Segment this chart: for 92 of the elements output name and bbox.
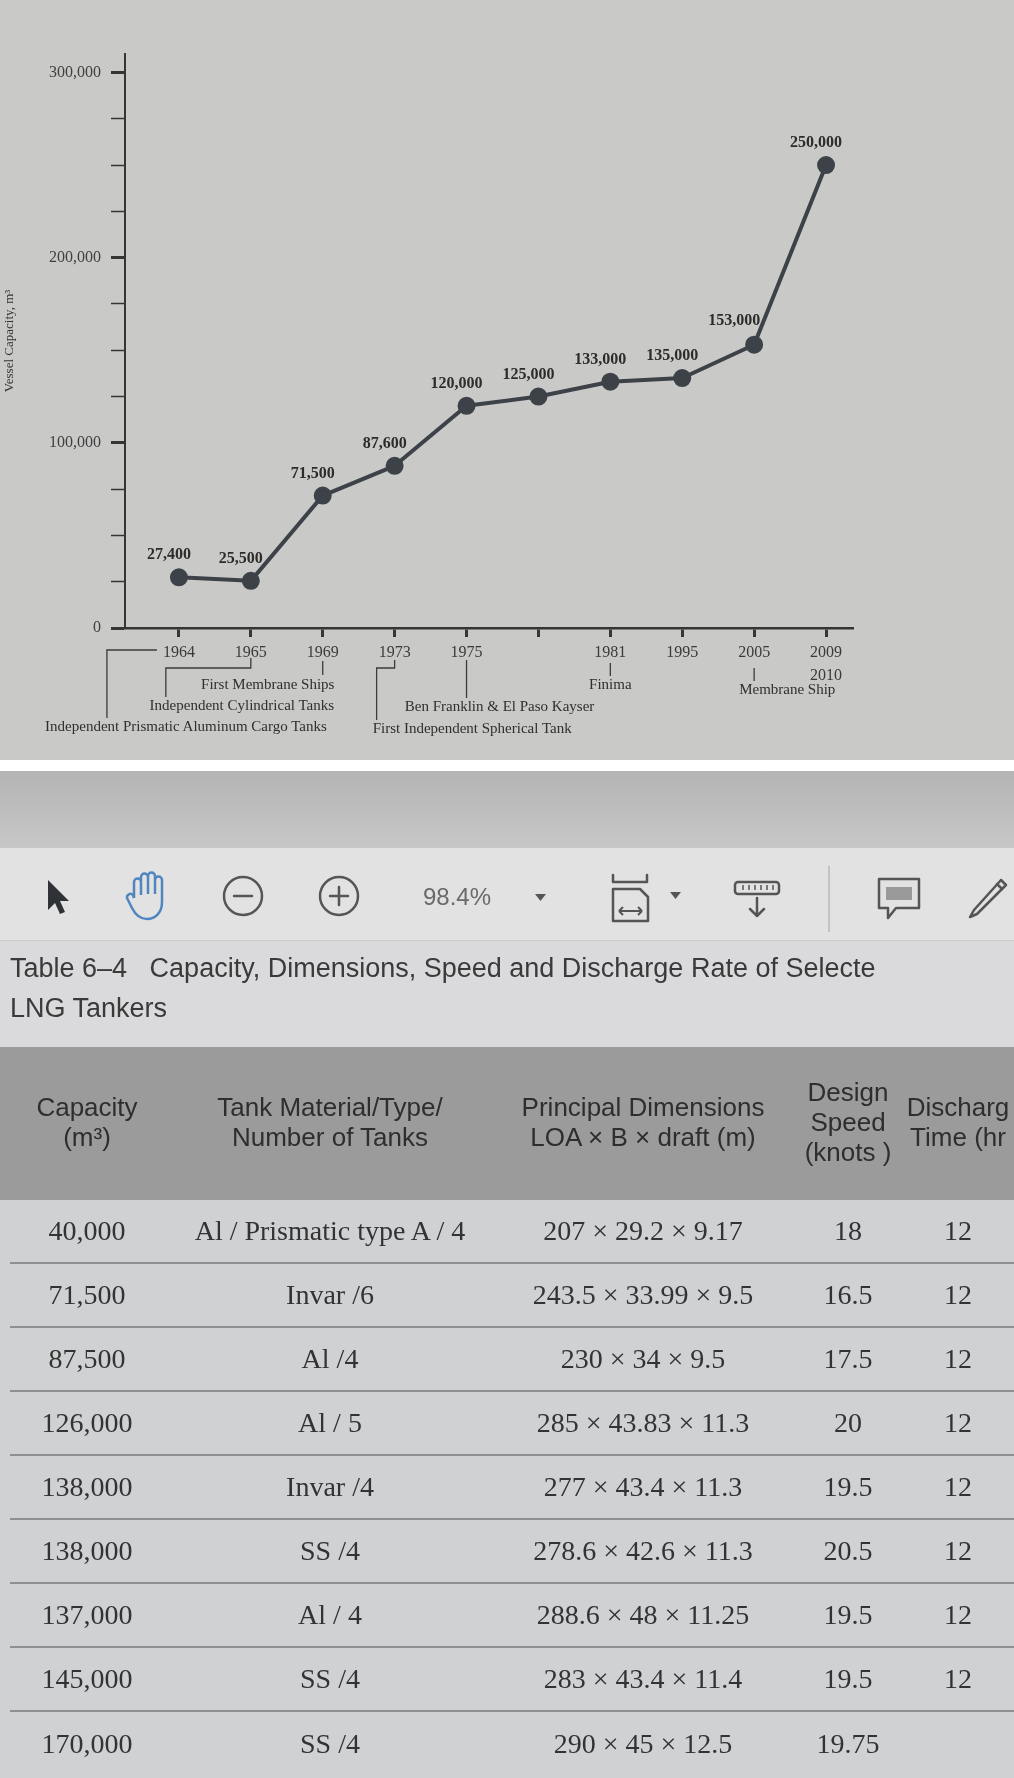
text: Independent Cylindrical Tanks <box>149 696 335 713</box>
text: 16.5 <box>823 1278 873 1310</box>
text: SS /4 <box>300 1534 360 1566</box>
category-label: Capacity (m³) <box>36 1092 138 1153</box>
x-tick-label: 1969 <box>306 642 339 660</box>
x-tick-label: 1981 <box>594 642 627 660</box>
y-tick-label: 200,000 <box>49 247 101 265</box>
text: 19.5 <box>823 1598 873 1630</box>
text: 145,000 <box>41 1662 133 1694</box>
x-tick-label: 2005 <box>738 642 771 660</box>
data-label: 71,500 <box>290 463 335 481</box>
data-label: 153,000 <box>708 310 761 328</box>
point <box>241 571 260 590</box>
y-tick-label: 300,000 <box>49 62 101 80</box>
data-label: 87,600 <box>362 433 407 451</box>
text: Invar /6 <box>286 1278 374 1310</box>
data-label: 27,400 <box>146 545 191 563</box>
point <box>385 456 404 475</box>
y-tick-label: 0 <box>93 618 101 636</box>
text: 12 <box>944 1342 972 1374</box>
text: 19.5 <box>823 1470 873 1502</box>
text: 12 <box>944 1598 972 1630</box>
text: 288.6 × 48 × 11.25 <box>536 1598 750 1630</box>
text: 19.75 <box>816 1727 880 1759</box>
text: 12 <box>944 1470 972 1502</box>
point <box>817 156 836 175</box>
x-tick-label: 1964 <box>162 642 195 660</box>
point <box>601 372 620 391</box>
text: 283 × 43.4 × 11.4 <box>543 1662 743 1694</box>
x-tick-label: 1973 <box>378 642 411 660</box>
text: 243.5 × 33.99 × 9.5 <box>532 1278 754 1310</box>
text: Al / 4 <box>298 1598 362 1630</box>
text: 12 <box>944 1406 972 1438</box>
point <box>745 335 764 354</box>
text: 290 × 45 × 12.5 <box>553 1727 733 1759</box>
text: 12 <box>944 1534 972 1566</box>
text: 12 <box>944 1214 972 1246</box>
text: First Independent Spherical Tank <box>372 719 573 736</box>
text: 18 <box>834 1214 862 1246</box>
text: 71,500 <box>48 1278 126 1310</box>
category-label: Principal Dimensions LOA × B × draft (m) <box>521 1092 765 1153</box>
text: First Membrane Ships <box>201 675 335 692</box>
point <box>313 486 332 505</box>
text: 20.5 <box>823 1534 873 1566</box>
text: Membrane Ship <box>739 680 836 697</box>
point <box>169 568 188 587</box>
text: 87,500 <box>48 1342 126 1374</box>
text: 230 × 34 × 9.5 <box>560 1342 726 1374</box>
text: 170,000 <box>41 1727 133 1759</box>
category-label: Tank Material/Type/ Number of Tanks <box>217 1092 443 1153</box>
text: 207 × 29.2 × 9.17 <box>543 1214 743 1246</box>
text: Al / 5 <box>298 1406 362 1438</box>
text: SS /4 <box>300 1727 360 1759</box>
text: 19.5 <box>823 1662 873 1694</box>
text: 12 <box>944 1662 972 1694</box>
text: SS /4 <box>300 1662 360 1694</box>
point <box>457 396 476 415</box>
text: 20 <box>834 1406 862 1438</box>
x-tick-label: 1995 <box>666 642 699 660</box>
data-label: 125,000 <box>502 364 555 382</box>
text: 126,000 <box>41 1406 133 1438</box>
text: 278.6 × 42.6 × 11.3 <box>533 1534 753 1566</box>
text: 98.4% <box>423 883 492 910</box>
point <box>673 369 692 388</box>
y-tick-label: 100,000 <box>49 433 101 451</box>
text: 277 × 43.4 × 11.3 <box>543 1470 743 1502</box>
text: 40,000 <box>48 1214 126 1246</box>
data-label: 25,500 <box>218 548 263 566</box>
x-tick-label: 1975 <box>450 642 483 660</box>
text: Independent Prismatic Aluminum Cargo Tanks <box>45 717 327 734</box>
text: Invar /4 <box>286 1470 374 1502</box>
text: 285 × 43.83 × 11.3 <box>536 1406 750 1438</box>
text: 17.5 <box>823 1342 873 1374</box>
text: 138,000 <box>41 1470 133 1502</box>
text: 138,000 <box>41 1534 133 1566</box>
text: 12 <box>944 1278 972 1310</box>
text: Al /4 <box>301 1342 359 1374</box>
text: Ben Franklin & El Paso Kayser <box>404 697 595 714</box>
x-tick-label: 1965 <box>234 642 267 660</box>
text: Al / Prismatic type A / 4 <box>194 1214 466 1246</box>
category-label: Discharg Time (hr <box>906 1092 1010 1153</box>
category-label: Design Speed (knots ) <box>804 1077 892 1168</box>
text: 137,000 <box>41 1598 133 1630</box>
y-axis-title: Vessel Capacity, m³ <box>1 289 17 393</box>
data-label: 250,000 <box>790 133 843 151</box>
data-label: 133,000 <box>574 349 627 367</box>
text: Finima <box>589 675 632 692</box>
point <box>529 387 548 406</box>
data-label: 135,000 <box>646 346 699 364</box>
x-tick-label: 2009 2010 <box>810 642 843 683</box>
data-label: 120,000 <box>430 373 483 391</box>
text: Table 6–4 Capacity, Dimensions, Speed and Discharge Rate of Selecte LNG Tankers <box>10 952 876 1025</box>
